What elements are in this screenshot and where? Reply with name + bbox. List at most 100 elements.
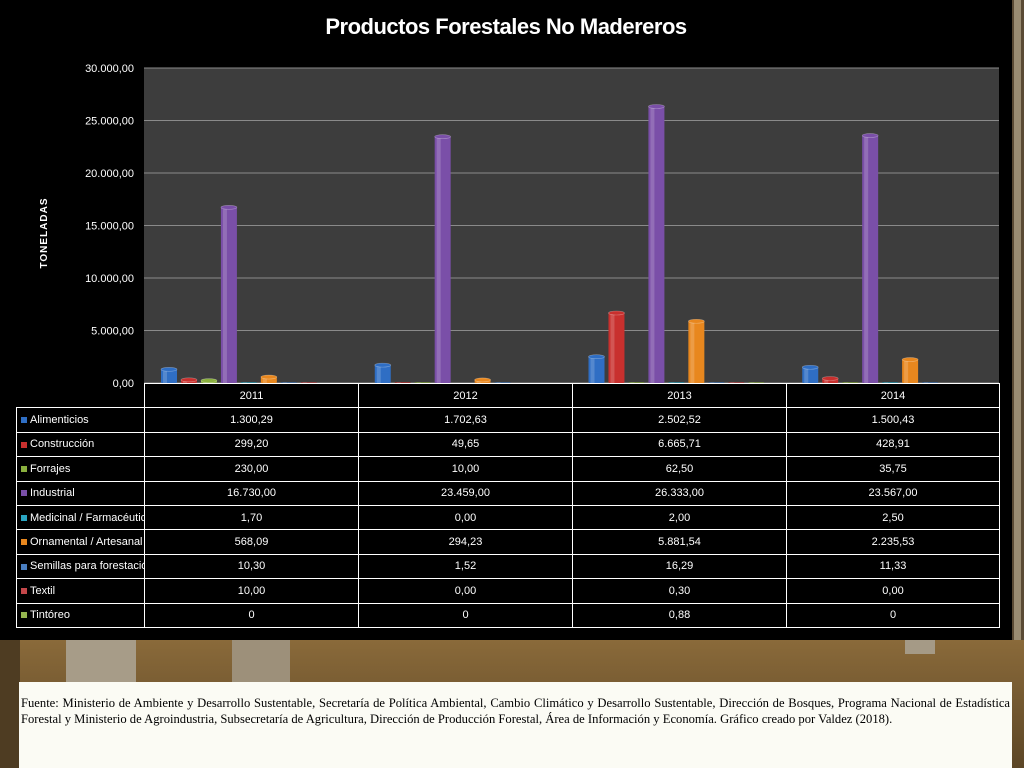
bar bbox=[648, 104, 665, 383]
data-label: 26.333,00 bbox=[572, 480, 787, 506]
table-row: Tintóreo 0 0 0,88 0 bbox=[16, 602, 1000, 628]
bar-body bbox=[802, 367, 819, 383]
bar-body bbox=[394, 382, 411, 383]
legend-swatch bbox=[21, 514, 27, 521]
bar-body bbox=[728, 382, 745, 383]
bar-highlight bbox=[590, 356, 595, 383]
series-name: Ornamental / Artesanal bbox=[30, 536, 143, 549]
bar-cap bbox=[801, 364, 819, 370]
data-label: 2.502,52 bbox=[572, 407, 787, 433]
bar-body bbox=[240, 382, 257, 383]
bar-highlight bbox=[884, 382, 889, 383]
bar bbox=[160, 367, 178, 383]
bar-body bbox=[708, 382, 725, 383]
bar-body bbox=[414, 382, 431, 383]
data-label: 0,88 bbox=[572, 602, 787, 628]
data-label: 0 bbox=[144, 602, 359, 628]
data-label: 16,29 bbox=[572, 553, 787, 580]
bar-cap bbox=[901, 357, 919, 362]
legend-entry: Tintóreo bbox=[16, 602, 145, 628]
bar bbox=[588, 354, 605, 383]
data-label: 35,75 bbox=[786, 456, 1000, 482]
bar bbox=[861, 133, 879, 383]
bar-highlight bbox=[262, 377, 267, 383]
bar-body bbox=[494, 382, 511, 383]
bar-highlight bbox=[416, 382, 421, 383]
data-label: 428,91 bbox=[786, 431, 1000, 458]
bar bbox=[708, 382, 725, 383]
bar-highlight bbox=[690, 321, 695, 383]
data-label: 2.235,53 bbox=[786, 529, 1000, 555]
bar-cap bbox=[474, 377, 491, 383]
data-label: 0,00 bbox=[786, 578, 1000, 604]
bar bbox=[748, 382, 765, 383]
bar bbox=[882, 382, 899, 383]
bar-highlight bbox=[904, 359, 909, 383]
legend-swatch bbox=[21, 417, 27, 424]
bar-highlight bbox=[376, 365, 381, 383]
bar-highlight bbox=[496, 382, 501, 383]
bar bbox=[668, 382, 685, 383]
data-label: 1.702,63 bbox=[358, 407, 573, 433]
x-tick-label: 2014 bbox=[786, 382, 1000, 409]
bar-body bbox=[688, 321, 705, 383]
bar bbox=[434, 134, 451, 383]
table-row: Industrial 16.730,00 23.459,00 26.333,00 23.… bbox=[16, 480, 1000, 506]
bar bbox=[180, 377, 198, 383]
bar-body bbox=[374, 365, 391, 383]
data-label: 62,50 bbox=[572, 456, 787, 482]
chart-title: Productos Forestales No Madereros bbox=[325, 14, 687, 39]
table-row: Alimenticios 1.300,29 1.702,63 2.502,52 1.50… bbox=[16, 407, 1000, 433]
series-name: Industrial bbox=[30, 487, 75, 500]
bar bbox=[260, 374, 278, 383]
bar bbox=[628, 382, 645, 383]
bar-cap bbox=[608, 310, 625, 316]
legend-entry: Medicinal / Farmacéutico bbox=[16, 504, 145, 531]
data-label: 299,20 bbox=[144, 431, 359, 458]
bar-highlight bbox=[670, 382, 675, 383]
bar bbox=[922, 382, 939, 383]
table-row: Medicinal / Farmacéutico 1,70 0,00 2,00 2,50 bbox=[16, 504, 1000, 531]
bar-cap bbox=[200, 378, 218, 383]
bar bbox=[842, 382, 859, 383]
bar-highlight bbox=[282, 382, 287, 383]
series-name: Alimenticios bbox=[30, 414, 89, 427]
data-label: 1.500,43 bbox=[786, 407, 1000, 433]
legend-entry: Construcción bbox=[16, 431, 145, 458]
bar-body bbox=[902, 359, 919, 383]
legend-entry: Forrajes bbox=[16, 456, 145, 482]
x-tick-label: 2012 bbox=[358, 382, 573, 409]
bar-body bbox=[434, 136, 451, 383]
legend-entry: Textil bbox=[16, 578, 145, 604]
data-label: 1,52 bbox=[358, 553, 573, 580]
bar-highlight bbox=[710, 382, 715, 383]
bar-cap bbox=[861, 133, 879, 138]
bar-cap bbox=[434, 134, 451, 139]
data-label: 5.881,54 bbox=[572, 529, 787, 555]
bar-cap bbox=[688, 318, 705, 324]
legend-entry: Ornamental / Artesanal bbox=[16, 529, 145, 555]
y-tick-label: 5.000,00 bbox=[91, 326, 134, 338]
data-label: 294,23 bbox=[358, 529, 573, 555]
bar bbox=[728, 382, 745, 383]
data-label: 1,70 bbox=[144, 504, 359, 531]
bar bbox=[801, 364, 819, 383]
legend-swatch bbox=[21, 612, 27, 619]
y-tick-label: 10.000,00 bbox=[85, 273, 134, 285]
bar-cap bbox=[588, 354, 605, 360]
bar bbox=[474, 377, 491, 383]
table-row: Semillas para forestación 10,30 1,52 16,29 1… bbox=[16, 553, 1000, 580]
x-tick-label: 2013 bbox=[572, 382, 787, 409]
bar bbox=[220, 205, 238, 383]
data-label: 0,00 bbox=[358, 578, 573, 604]
series-name: Medicinal / Farmacéutico bbox=[30, 511, 145, 524]
legend-swatch bbox=[21, 587, 27, 594]
bar-highlight bbox=[242, 382, 247, 383]
data-label: 0 bbox=[786, 602, 1000, 628]
bar-body bbox=[608, 313, 625, 383]
table-row: Textil 10,00 0,00 0,30 0,00 bbox=[16, 578, 1000, 604]
bar-highlight bbox=[650, 106, 655, 383]
bar-body bbox=[922, 382, 939, 383]
bar-body bbox=[668, 382, 685, 383]
bar-body bbox=[300, 382, 317, 383]
